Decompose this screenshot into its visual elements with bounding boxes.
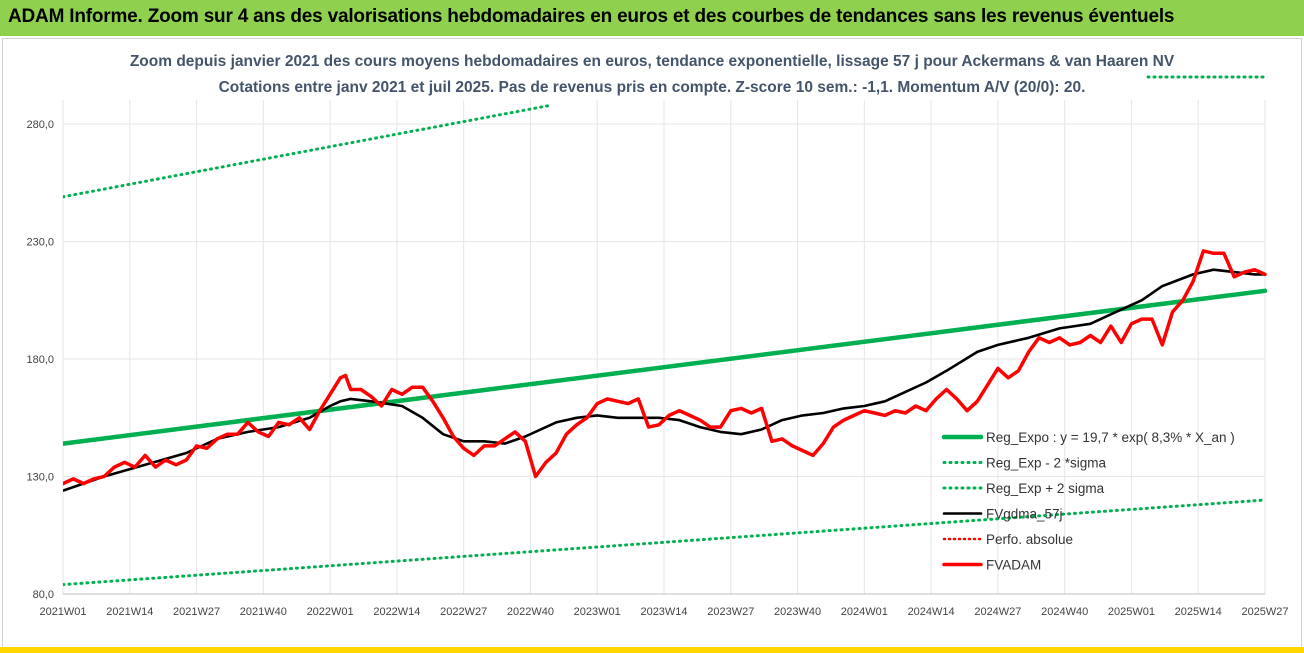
x-tick-label: 2024W40: [1041, 606, 1088, 618]
legend-label: Reg_Exp + 2 sigma: [986, 481, 1105, 496]
x-tick-label: 2022W40: [507, 606, 554, 618]
legend-label: Perfo. absolue: [986, 532, 1073, 547]
bottom-bar: [0, 647, 1304, 653]
banner-title: ADAM Informe. Zoom sur 4 ans des valoris…: [8, 6, 1175, 27]
reg-expo-line: [63, 288, 1267, 446]
y-tick-label: 230,0: [26, 237, 54, 249]
chart-frame: [2, 38, 1302, 649]
x-tick-label: 2021W27: [173, 606, 220, 618]
legend-label: FVADAM: [986, 558, 1041, 573]
legend-label: FVgdma_57j: [986, 507, 1063, 522]
header-banner: ADAM Informe. Zoom sur 4 ans des valoris…: [0, 0, 1304, 36]
x-tick-label: 2024W14: [908, 606, 955, 618]
reg-exp-plus-2sigma-line: [63, 103, 553, 199]
x-tick-label: 2022W01: [307, 606, 354, 618]
y-tick-label: 180,0: [26, 354, 54, 366]
x-tick-label: 2023W14: [640, 606, 687, 618]
x-tick-label: 2023W01: [574, 606, 621, 618]
x-tick-label: 2021W14: [106, 606, 153, 618]
legend-label: Reg_Expo : y = 19,7 * exp( 8,3% * X_an ): [986, 430, 1235, 445]
fvgdma-57j-line: [63, 268, 1267, 492]
chart-subtitle: Cotations entre janv 2021 et juil 2025. …: [218, 79, 1086, 96]
x-tick-label: 2025W14: [1175, 606, 1222, 618]
x-tick-label: 2023W40: [774, 606, 821, 618]
x-tick-label: 2024W01: [841, 606, 888, 618]
y-tick-label: 80,0: [33, 589, 54, 601]
legend-label: Reg_Exp - 2 *sigma: [986, 456, 1107, 471]
y-tick-label: 280,0: [26, 119, 54, 131]
x-tick-label: 2022W14: [373, 606, 420, 618]
x-tick-label: 2021W40: [240, 606, 287, 618]
x-tick-label: 2022W27: [440, 606, 487, 618]
x-tick-label: 2025W01: [1108, 606, 1155, 618]
chart-title: Zoom depuis janvier 2021 des cours moyen…: [129, 53, 1175, 70]
reg-exp-minus-2sigma-line: [63, 498, 1267, 587]
fvadam-line: [63, 249, 1267, 486]
x-tick-label: 2024W27: [974, 606, 1021, 618]
x-tick-label: 2025W27: [1241, 606, 1288, 618]
x-tick-label: 2023W27: [707, 606, 754, 618]
x-tick-label: 2021W01: [39, 606, 86, 618]
y-tick-label: 130,0: [26, 472, 54, 484]
